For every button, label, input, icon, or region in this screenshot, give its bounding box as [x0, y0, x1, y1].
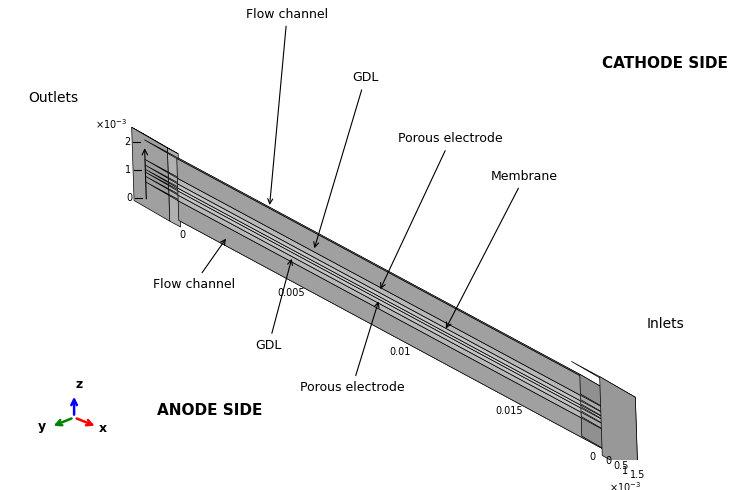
Polygon shape: [580, 400, 613, 422]
Polygon shape: [131, 127, 178, 154]
Polygon shape: [580, 374, 613, 413]
Text: 0.015: 0.015: [495, 406, 522, 416]
Polygon shape: [167, 148, 180, 227]
Text: Porous electrode: Porous electrode: [381, 132, 503, 288]
Polygon shape: [145, 165, 613, 418]
Polygon shape: [145, 176, 614, 430]
Polygon shape: [178, 191, 614, 430]
Text: 0.01: 0.01: [389, 347, 410, 357]
Polygon shape: [177, 178, 613, 418]
Polygon shape: [145, 172, 613, 425]
Text: Porous electrode: Porous electrode: [300, 303, 404, 394]
Text: $\times 10^{-3}$: $\times 10^{-3}$: [95, 117, 127, 131]
Polygon shape: [145, 182, 614, 435]
Polygon shape: [607, 382, 638, 476]
Polygon shape: [145, 140, 179, 220]
Text: 0.5: 0.5: [614, 461, 629, 471]
Polygon shape: [145, 140, 612, 393]
Polygon shape: [178, 201, 614, 455]
Text: Outlets: Outlets: [27, 92, 78, 105]
Text: 0.005: 0.005: [278, 289, 305, 298]
Text: y: y: [38, 420, 46, 433]
Text: 2: 2: [125, 137, 131, 147]
Polygon shape: [571, 362, 635, 397]
Polygon shape: [581, 404, 613, 425]
Text: Flow channel: Flow channel: [153, 240, 235, 291]
Polygon shape: [581, 411, 614, 435]
Text: z: z: [76, 378, 83, 391]
Polygon shape: [580, 394, 613, 418]
Text: CATHODE SIDE: CATHODE SIDE: [603, 56, 728, 71]
Text: 1: 1: [125, 165, 131, 175]
Text: $\times 10^{-3}$: $\times 10^{-3}$: [608, 480, 640, 490]
Text: 1.5: 1.5: [630, 470, 646, 480]
Text: 0: 0: [590, 452, 596, 463]
Polygon shape: [177, 184, 613, 422]
Polygon shape: [177, 159, 613, 413]
Polygon shape: [581, 407, 614, 430]
Text: 1: 1: [622, 466, 628, 476]
Text: 0: 0: [126, 193, 132, 203]
Polygon shape: [178, 188, 613, 425]
Text: GDL: GDL: [314, 72, 378, 247]
Text: x: x: [99, 422, 108, 435]
Polygon shape: [145, 170, 613, 422]
Polygon shape: [145, 159, 613, 413]
Text: Inlets: Inlets: [647, 317, 684, 331]
Polygon shape: [600, 377, 638, 476]
Polygon shape: [581, 416, 614, 455]
Text: Membrane: Membrane: [447, 170, 558, 327]
Text: 0: 0: [179, 230, 186, 240]
Text: Flow channel: Flow channel: [246, 8, 328, 204]
Text: ANODE SIDE: ANODE SIDE: [157, 403, 263, 418]
Text: GDL: GDL: [255, 260, 292, 352]
Polygon shape: [178, 195, 614, 435]
Polygon shape: [131, 127, 170, 221]
Text: 0: 0: [605, 456, 611, 466]
